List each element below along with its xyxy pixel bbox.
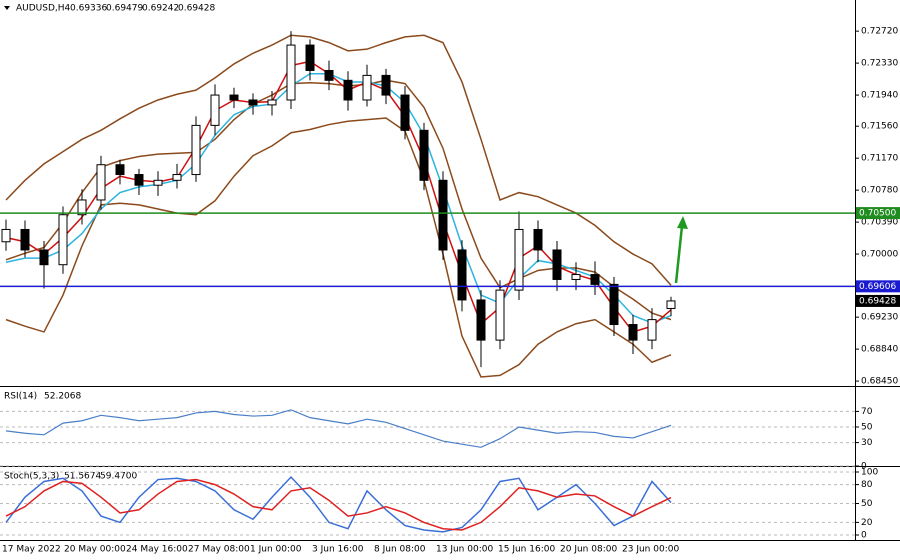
price-label: 0.69606 <box>859 282 896 292</box>
time-label: 20 Jun 08:00 <box>560 545 617 555</box>
candle-body <box>153 179 163 186</box>
y-tick-label: 0 <box>861 531 867 541</box>
candle-body <box>229 94 239 101</box>
y-tick-label: 80 <box>861 480 873 490</box>
candle-body <box>400 94 410 131</box>
time-label: 3 Jun 16:00 <box>312 545 364 555</box>
candle-body <box>647 319 657 341</box>
y-tick-label: 0 <box>861 462 867 472</box>
candle-body <box>514 228 524 291</box>
candle-body <box>115 164 125 176</box>
candle-body <box>248 99 258 106</box>
candle-body <box>628 324 638 341</box>
time-label: 13 Jun 00:00 <box>436 545 493 555</box>
y-tick-label: 0.71940 <box>861 91 898 101</box>
price-label-box <box>856 280 900 293</box>
low: 0.69242 <box>142 4 179 14</box>
time-label: 15 Jun 16:00 <box>498 545 555 555</box>
candle-body <box>39 249 49 266</box>
candle-body <box>362 74 372 101</box>
y-tick-label: 0.71170 <box>861 154 898 164</box>
rsi-readout: 52.2068 <box>44 392 81 402</box>
stoch-signal-readout: 59.4700 <box>100 472 137 482</box>
candle-body <box>267 99 277 106</box>
time-label: 8 Jun 08:00 <box>374 545 426 555</box>
y-tick-label: 20 <box>861 518 873 528</box>
stoch-title: Stoch(5,3,3) <box>4 472 59 482</box>
y-tick-label: 100 <box>861 468 878 478</box>
y-tick-label: 0.72720 <box>861 27 898 37</box>
close: 0.69428 <box>178 4 215 14</box>
time-label: 27 May 08:00 <box>188 545 250 555</box>
y-tick-label: 0.70780 <box>861 186 898 196</box>
current-price-box <box>856 294 900 307</box>
candle-body <box>324 69 334 81</box>
candle-body <box>381 74 391 96</box>
candle-body <box>609 283 619 326</box>
y-tick-label: 50 <box>861 499 873 509</box>
candle-body <box>210 94 220 126</box>
time-label: 17 May 2022 <box>2 545 61 555</box>
overlay-line <box>5 34 672 286</box>
annotation-arrowhead <box>677 216 688 229</box>
open: 0.69336 <box>70 4 107 14</box>
candle-body <box>552 249 562 280</box>
candle-body <box>571 274 581 280</box>
current-price: 0.69428 <box>859 296 896 306</box>
y-tick-label: 0.69230 <box>861 313 898 323</box>
candle-body <box>419 129 429 181</box>
y-tick-label: 50 <box>861 423 873 433</box>
time-label: 23 Jun 00:00 <box>622 545 679 555</box>
overlay-line <box>5 117 672 378</box>
menu-arrow <box>4 6 10 10</box>
candle-body <box>590 274 600 285</box>
time-label: 24 May 16:00 <box>126 545 188 555</box>
price-label: 0.70500 <box>859 209 896 219</box>
candle-body <box>457 249 467 301</box>
candle-body <box>476 299 486 341</box>
candle-body <box>191 124 201 176</box>
candle-body <box>96 164 106 201</box>
high: 0.69479 <box>106 4 143 14</box>
price-label-box <box>856 207 900 220</box>
candle-body <box>286 44 296 101</box>
candle-body <box>134 174 144 186</box>
y-tick-label: 0.68450 <box>861 377 898 387</box>
y-tick-label: 0.68840 <box>861 345 898 355</box>
time-label: 20 May 00:00 <box>64 545 126 555</box>
y-tick-label: 70 <box>861 407 873 417</box>
candle-body <box>20 228 30 251</box>
time-label: 1 Jun 00:00 <box>250 545 302 555</box>
candle-body <box>1 228 11 243</box>
candle-body <box>495 289 505 341</box>
y-tick-label: 0.70000 <box>861 250 898 260</box>
indicator-line <box>5 475 672 533</box>
indicator-line <box>5 409 672 448</box>
y-tick-label: 0.70390 <box>861 218 898 228</box>
stoch-main-readout: 51.5674 <box>64 472 101 482</box>
candle-body <box>77 199 87 216</box>
candle-body <box>305 44 315 71</box>
y-tick-label: 0.72330 <box>861 59 898 69</box>
candle-body <box>438 179 448 251</box>
symbol: AUDUSD,H4 <box>16 4 71 14</box>
annotation-arrow <box>674 225 684 284</box>
candle-body <box>343 79 353 101</box>
candle-body <box>172 174 182 181</box>
y-tick-label: 0.71560 <box>861 122 898 132</box>
y-tick-label: 30 <box>861 438 873 448</box>
candle-body <box>533 228 543 251</box>
candle-body <box>666 300 676 309</box>
indicator-line <box>5 478 672 531</box>
rsi-title: RSI(14) <box>4 392 37 402</box>
candle-body <box>58 214 68 266</box>
